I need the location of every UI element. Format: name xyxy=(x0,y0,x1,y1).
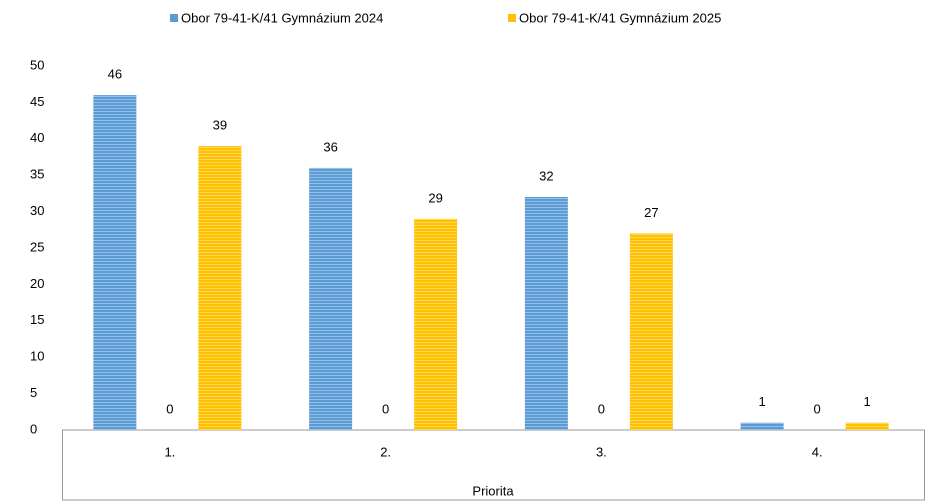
y-tick-label: 35 xyxy=(30,167,44,182)
bar xyxy=(524,197,568,430)
data-label: 0 xyxy=(166,401,173,416)
data-label: 27 xyxy=(644,205,658,220)
bar xyxy=(93,95,137,431)
y-tick-label: 0 xyxy=(30,421,37,436)
y-tick-label: 45 xyxy=(30,94,44,109)
legend-label: Obor 79-41-K/41 Gymnázium 2024 xyxy=(181,10,383,25)
y-tick-label: 50 xyxy=(30,57,44,72)
data-label: 39 xyxy=(213,118,227,133)
y-tick-label: 25 xyxy=(30,239,44,254)
data-label: 29 xyxy=(428,190,442,205)
y-tick-label: 40 xyxy=(30,130,44,145)
data-label: 0 xyxy=(598,401,605,416)
x-axis-label: Priorita xyxy=(472,483,514,498)
y-tick-label: 20 xyxy=(30,276,44,291)
legend-swatch xyxy=(170,14,178,22)
x-tick-label: 1. xyxy=(164,444,175,459)
legend-label: Obor 79-41-K/41 Gymnázium 2025 xyxy=(519,10,721,25)
x-tick-label: 4. xyxy=(812,444,823,459)
bar xyxy=(309,167,353,431)
bar xyxy=(198,146,242,430)
x-tick-label: 3. xyxy=(596,444,607,459)
bar xyxy=(845,422,889,430)
data-label: 46 xyxy=(108,67,122,82)
data-label: 32 xyxy=(539,168,553,183)
bar xyxy=(414,218,458,430)
data-label: 0 xyxy=(382,401,389,416)
y-tick-label: 30 xyxy=(30,203,44,218)
data-label: 0 xyxy=(814,401,821,416)
data-label: 36 xyxy=(323,139,337,154)
legend-swatch xyxy=(508,14,516,22)
bar xyxy=(740,422,784,430)
data-label: 1 xyxy=(864,394,871,409)
y-tick-label: 15 xyxy=(30,312,44,327)
bar xyxy=(629,233,673,430)
data-label: 1 xyxy=(759,394,766,409)
x-tick-label: 2. xyxy=(380,444,391,459)
y-tick-label: 5 xyxy=(30,385,37,400)
y-tick-label: 10 xyxy=(30,349,44,364)
